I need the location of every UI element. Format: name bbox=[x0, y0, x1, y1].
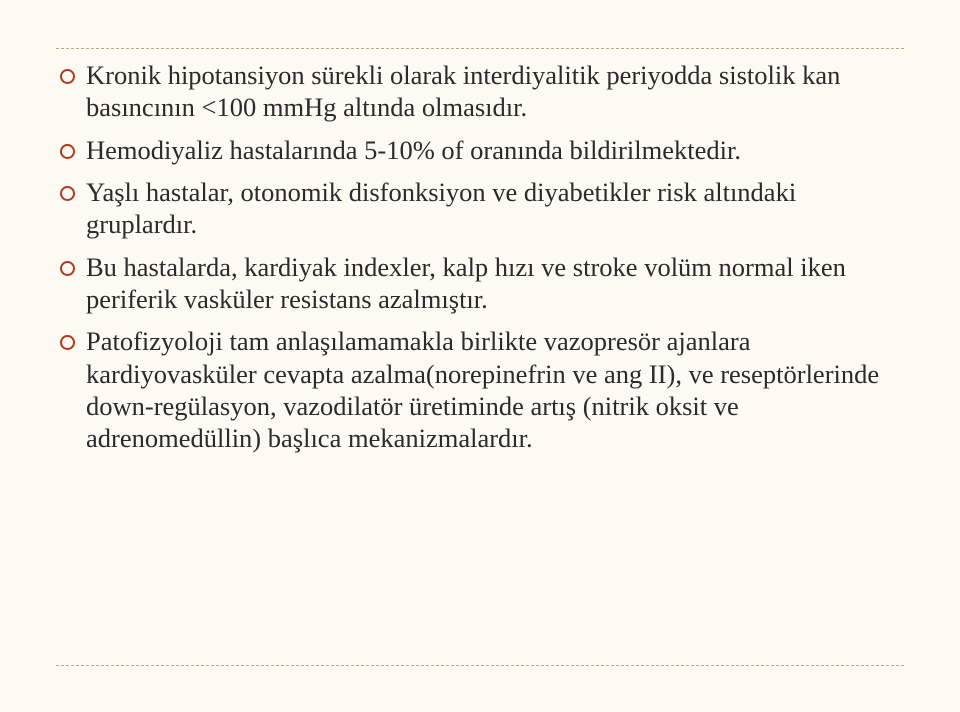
top-divider bbox=[56, 48, 904, 49]
list-item: Hemodiyaliz hastalarında 5-10% of oranın… bbox=[56, 134, 904, 166]
bullet-text: Yaşlı hastalar, otonomik disfonksiyon ve… bbox=[86, 177, 796, 239]
bullet-list: Kronik hipotansiyon sürekli olarak inter… bbox=[56, 59, 904, 455]
bottom-divider bbox=[56, 665, 904, 666]
bullet-text: Bu hastalarda, kardiyak indexler, kalp h… bbox=[86, 252, 846, 314]
slide: Kronik hipotansiyon sürekli olarak inter… bbox=[0, 0, 960, 712]
bullet-text: Kronik hipotansiyon sürekli olarak inter… bbox=[86, 60, 840, 122]
bullet-text: Hemodiyaliz hastalarında 5-10% of oranın… bbox=[86, 135, 741, 165]
list-item: Yaşlı hastalar, otonomik disfonksiyon ve… bbox=[56, 176, 904, 241]
bullet-text: Patofizyoloji tam anlaşılamamakla birlik… bbox=[86, 326, 879, 453]
list-item: Patofizyoloji tam anlaşılamamakla birlik… bbox=[56, 325, 904, 454]
list-item: Bu hastalarda, kardiyak indexler, kalp h… bbox=[56, 251, 904, 316]
list-item: Kronik hipotansiyon sürekli olarak inter… bbox=[56, 59, 904, 124]
